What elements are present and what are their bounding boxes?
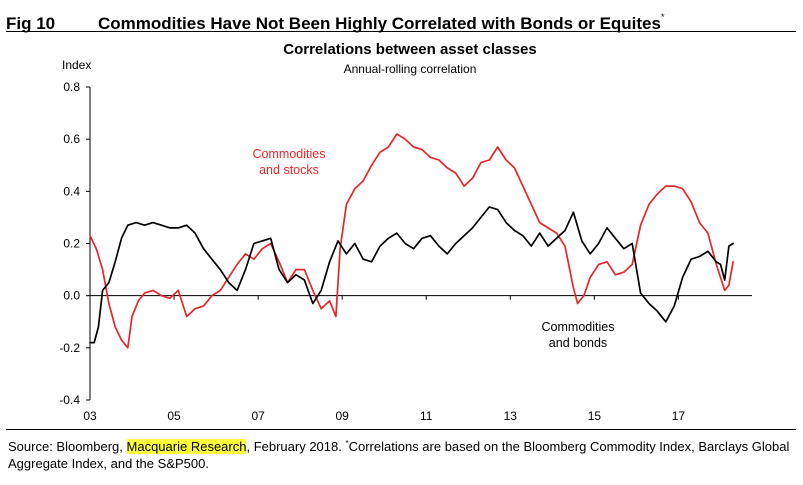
figure-title: Commodities Have Not Been Highly Correla… bbox=[98, 14, 661, 33]
source-prefix: Source: Bloomberg, bbox=[8, 439, 127, 454]
series-label-commodities-and-bonds: and bonds bbox=[549, 336, 607, 350]
x-tick-label: 15 bbox=[588, 409, 602, 423]
x-tick-label: 07 bbox=[251, 409, 265, 423]
series-label-commodities-and-stocks: Commodities bbox=[253, 147, 326, 161]
x-tick-label: 05 bbox=[167, 409, 181, 423]
x-tick-label: 17 bbox=[672, 409, 686, 423]
y-tick-label: -0.4 bbox=[59, 393, 80, 407]
source-note-text: Correlations are based on the Bloomberg … bbox=[8, 439, 790, 471]
series-line-commodities-and-bonds bbox=[89, 206, 734, 344]
source-marker: * bbox=[345, 439, 349, 448]
y-tick-label: 0.4 bbox=[63, 184, 80, 198]
y-tick-label: 0.0 bbox=[63, 289, 80, 303]
series-label-commodities-and-bonds: Commodities bbox=[542, 320, 615, 334]
source-note: Source: Bloomberg, Macquarie Research, F… bbox=[8, 435, 794, 472]
y-axis-label: Index bbox=[62, 58, 91, 72]
x-tick-label: 03 bbox=[83, 409, 97, 423]
figure-title-marker: * bbox=[660, 12, 665, 22]
chart-title: Correlations between asset classes bbox=[283, 41, 536, 58]
chart-subtitle: Annual-rolling correlation bbox=[344, 62, 477, 76]
correlation-chart: Correlations between asset classes Annua… bbox=[59, 41, 752, 423]
y-tick-label: 0.2 bbox=[63, 237, 80, 251]
source-middle: , February 2018. bbox=[246, 439, 346, 454]
x-tick-label: 09 bbox=[336, 409, 350, 423]
header-rule bbox=[6, 31, 796, 32]
source-highlight: Macquarie Research bbox=[126, 439, 247, 454]
y-tick-label: -0.2 bbox=[59, 341, 80, 355]
x-tick-label: 13 bbox=[504, 409, 518, 423]
series-line-commodities-and-stocks bbox=[89, 133, 734, 349]
y-tick-label: 0.6 bbox=[63, 132, 80, 146]
figure-header: Fig 10 Commodities Have Not Been Highly C… bbox=[6, 4, 796, 33]
figure-number: Fig 10 bbox=[6, 14, 56, 33]
series-label-commodities-and-stocks: and stocks bbox=[259, 163, 319, 177]
footer-rule bbox=[6, 429, 796, 430]
x-tick-label: 11 bbox=[420, 409, 433, 423]
y-tick-label: 0.8 bbox=[63, 80, 80, 94]
